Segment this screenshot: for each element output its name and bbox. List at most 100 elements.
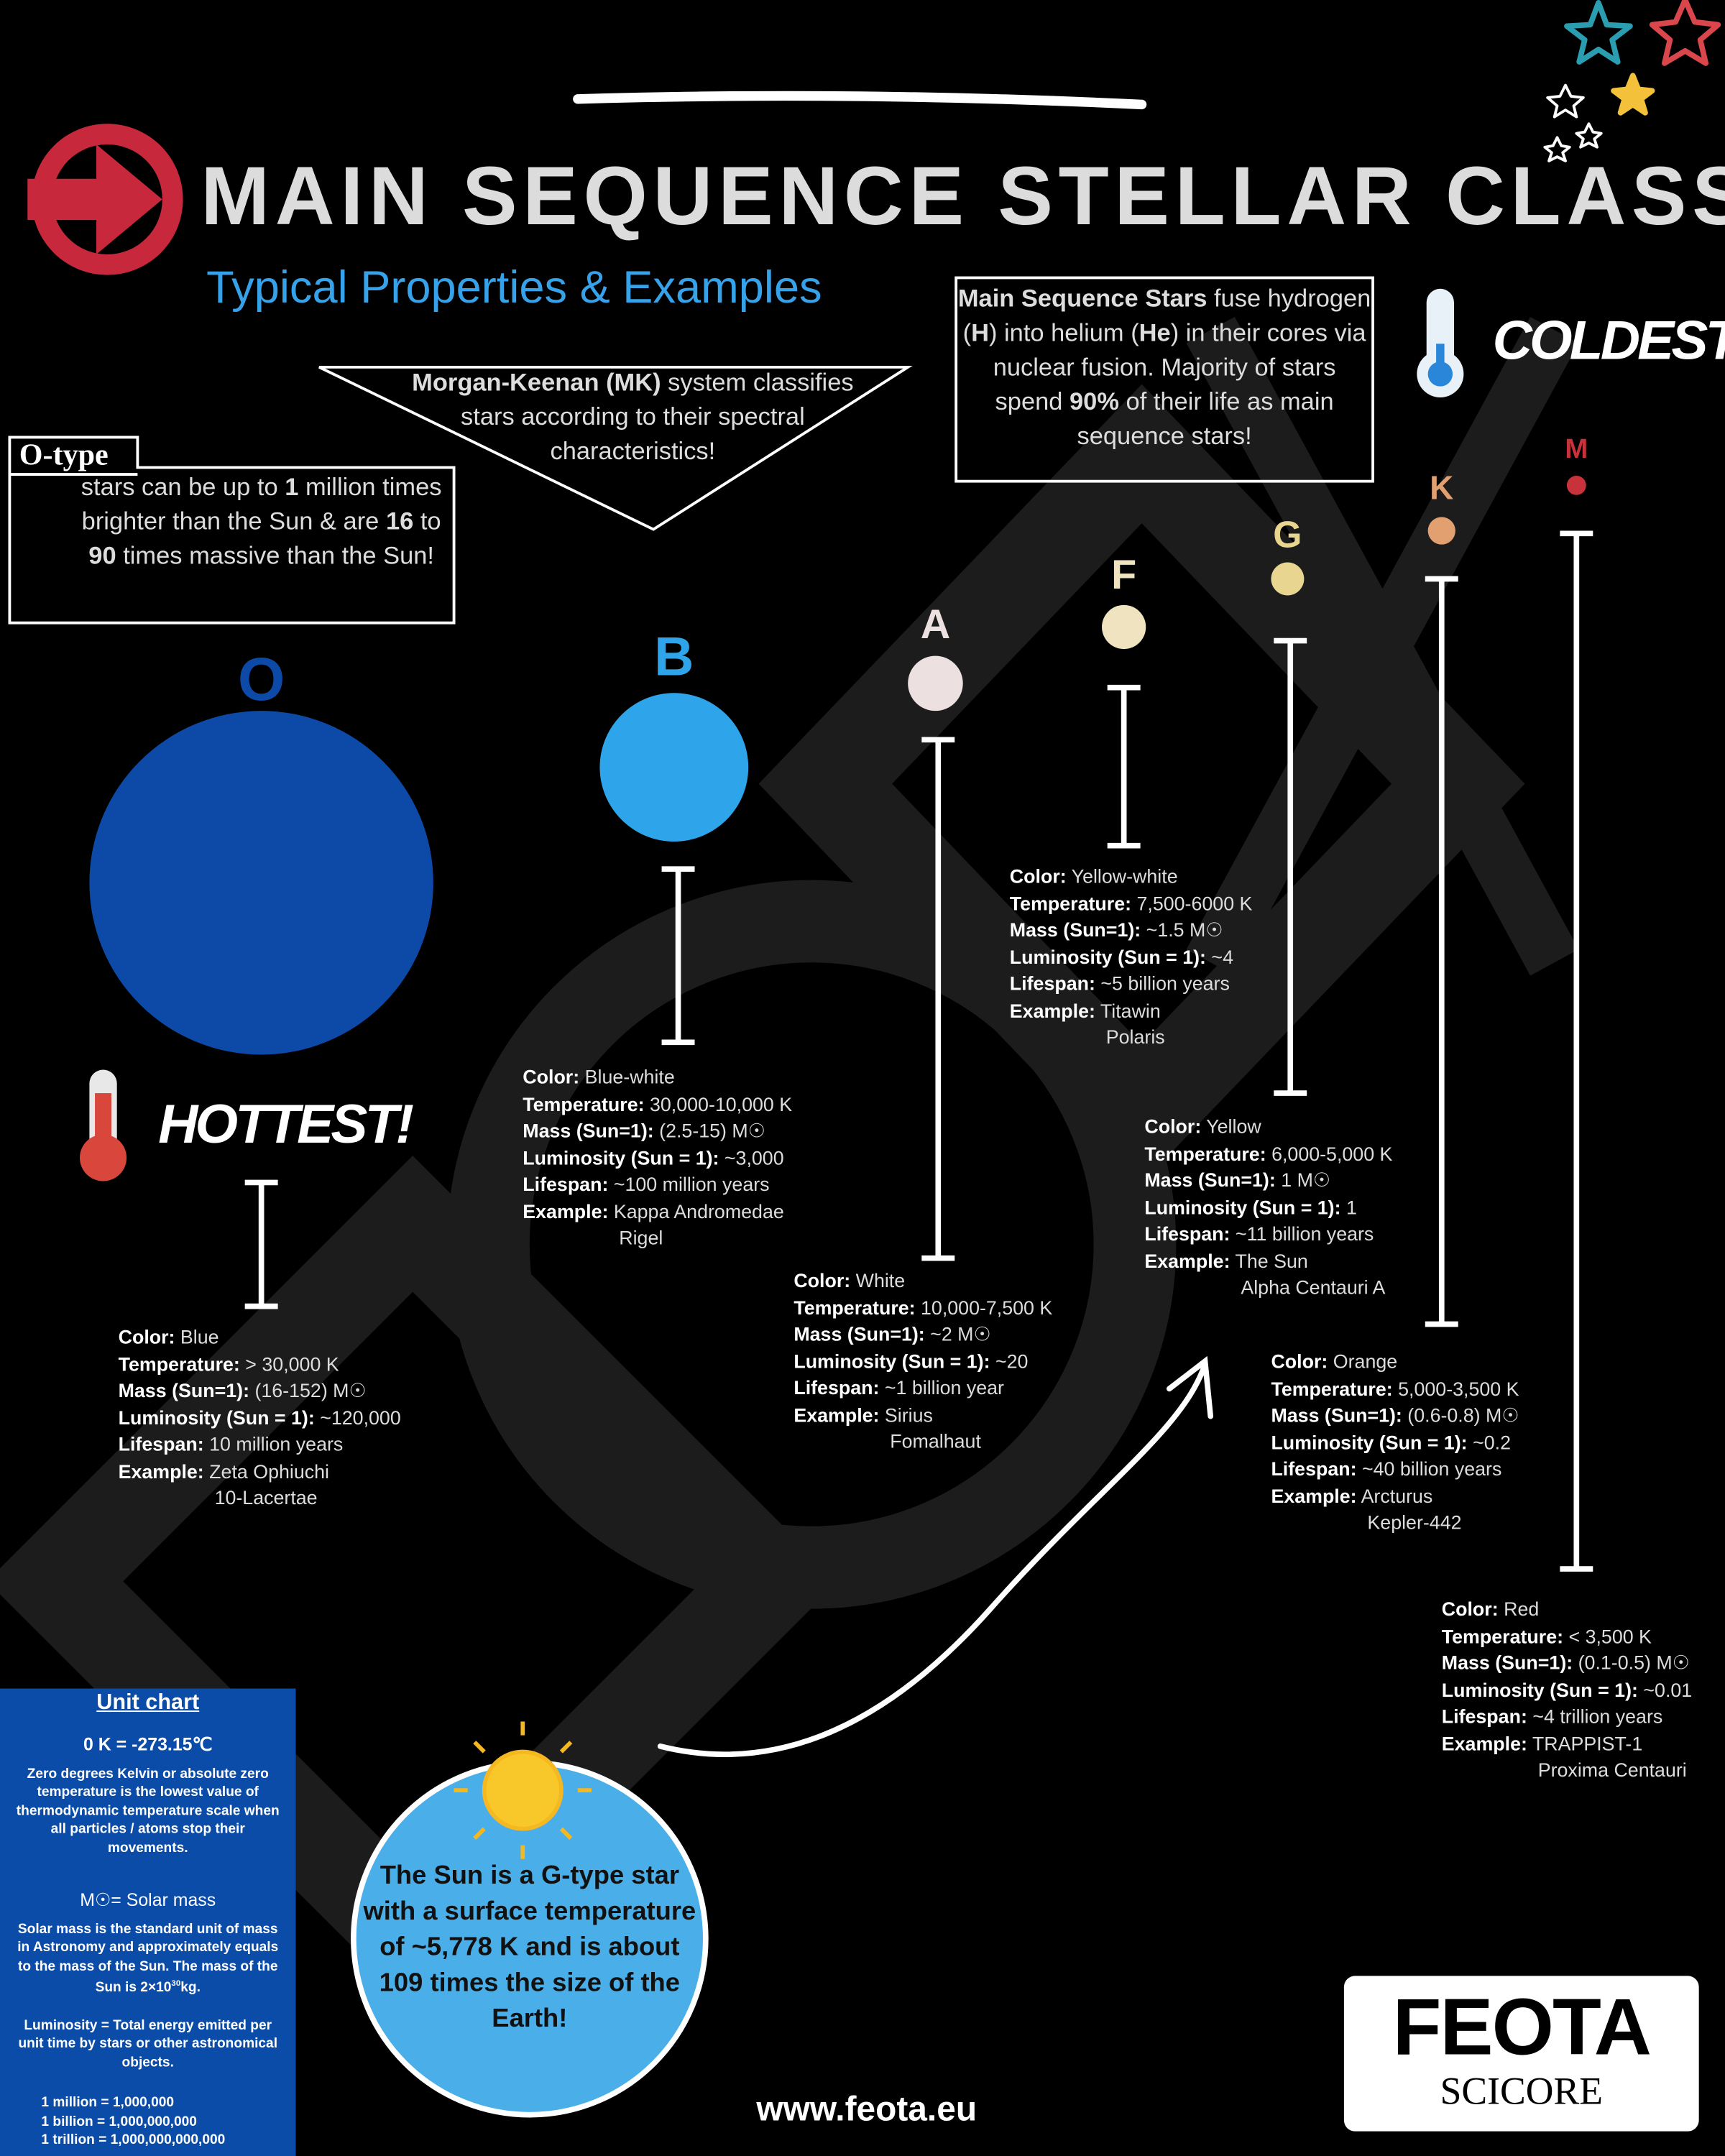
sun-arrow — [657, 1355, 1214, 1758]
info-line: Polaris — [1010, 1024, 1253, 1051]
unit-number: 1 trillion = 1,000,000,000,000 — [41, 2133, 226, 2149]
info-label: Luminosity (Sun = 1): — [1009, 945, 1206, 968]
info-label: Example: — [1441, 1731, 1527, 1754]
otype-box — [8, 436, 456, 625]
info-value: 10 million years — [209, 1432, 344, 1455]
info-label: Mass (Sun=1): — [1271, 1404, 1402, 1427]
info-label: Luminosity (Sun = 1): — [118, 1406, 315, 1428]
info-label: Lifespan: — [118, 1432, 204, 1455]
info-value: 7,500-6000 K — [1136, 891, 1253, 914]
mk-text: system classifies stars according to the… — [461, 368, 854, 465]
info-line: Fomalhaut — [794, 1429, 1052, 1455]
website[interactable]: www.feota.eu — [756, 2090, 978, 2129]
info-line: Color: Orange — [1271, 1349, 1519, 1376]
info-line: Rigel — [523, 1225, 792, 1252]
star-circle — [1271, 562, 1305, 596]
info-line: Example: The Sun — [1144, 1248, 1392, 1274]
otype-text: to — [413, 507, 441, 535]
info-line: Mass (Sun=1): 1 M☉ — [1144, 1167, 1392, 1194]
info-value: White — [855, 1268, 906, 1291]
unit-text: Solar mass is the standard unit of mass … — [14, 1920, 282, 1998]
info-label: Temperature: — [118, 1352, 240, 1375]
info-line: Luminosity (Sun = 1): ~0.01 — [1442, 1677, 1692, 1703]
star-class: M — [1565, 434, 1588, 465]
info-value: 30,000-10,000 K — [649, 1092, 793, 1115]
info-example: 10-Lacertae — [214, 1486, 318, 1508]
star-circle — [89, 711, 433, 1055]
star-circle — [1427, 517, 1455, 545]
info-line: Lifespan: ~5 billion years — [1010, 971, 1253, 998]
info-label: Mass (Sun=1): — [523, 1119, 654, 1142]
info-line: Temperature: 7,500-6000 K — [1010, 890, 1253, 917]
info-line: Color: Yellow-white — [1010, 864, 1253, 890]
info-value: Orange — [1333, 1350, 1398, 1373]
info-value: ~120,000 — [320, 1406, 401, 1428]
unit-number: 1 billion = 1,000,000,000 — [41, 2114, 197, 2130]
stars — [89, 476, 1593, 1572]
decor-stars — [1543, 0, 1721, 162]
info-line: Lifespan: ~40 billion years — [1271, 1456, 1519, 1483]
info-label: Lifespan: — [1009, 972, 1095, 995]
brush-line — [573, 91, 1147, 110]
info-value: < 3,500 K — [1568, 1624, 1652, 1647]
star-class: G — [1273, 514, 1302, 556]
info-line: Luminosity (Sun = 1): ~20 — [794, 1348, 1052, 1375]
subtitle: Typical Properties & Examples — [206, 261, 822, 313]
star-info: Color: Yellow-white Temperature: 7,500-60… — [1010, 864, 1253, 1051]
info-example: Kepler-442 — [1367, 1511, 1462, 1534]
info-example: Zeta Ophiuchi — [209, 1459, 330, 1482]
star-class: B — [654, 627, 694, 688]
hot-thermometer — [80, 1069, 127, 1181]
info-value: ~20 — [995, 1349, 1029, 1372]
info-value: (0.1-0.5) M☉ — [1578, 1651, 1690, 1674]
info-line: Luminosity (Sun = 1): 1 — [1144, 1194, 1392, 1221]
info-line: Mass (Sun=1): (2.5-15) M☉ — [523, 1118, 792, 1145]
star-circle — [599, 693, 749, 842]
info-line: Example: Zeta Ophiuchi — [119, 1458, 401, 1485]
info-label: Color: — [1271, 1350, 1328, 1373]
info-value: ~0.2 — [1473, 1430, 1511, 1453]
range-bar — [661, 866, 695, 1046]
hottest: HOTTEST! — [158, 1094, 414, 1156]
info-label: Lifespan: — [1144, 1222, 1230, 1245]
info-line: Lifespan: ~1 billion year — [794, 1375, 1052, 1401]
unit-number: 1 million = 1,000,000 — [41, 2096, 175, 2111]
star-circle — [908, 655, 963, 711]
info-example: Sirius — [884, 1403, 933, 1426]
star-circle — [1102, 604, 1146, 650]
logo-name: FEOTA — [1392, 1982, 1652, 2073]
info-line: Example: Titawin — [1010, 998, 1253, 1024]
range-bar — [1274, 637, 1307, 1096]
mk-strong: Morgan-Keenan (MK) — [412, 368, 661, 397]
info-value: Blue — [180, 1325, 219, 1348]
ms-strong: H — [971, 318, 989, 347]
info-example: Arcturus — [1361, 1484, 1433, 1507]
arrow-icon — [27, 124, 183, 275]
info-label: Lifespan: — [523, 1173, 609, 1195]
info-label: Luminosity (Sun = 1): — [523, 1146, 719, 1169]
info-value: 6,000-5,000 K — [1271, 1141, 1393, 1164]
info-example: TRAPPIST-1 — [1532, 1731, 1643, 1754]
otype-strong: 90 — [88, 541, 116, 570]
info-line: Mass (Sun=1): ~2 M☉ — [794, 1322, 1052, 1348]
ms-text: fuse hydrogen ( — [962, 285, 1371, 347]
info-value: Red — [1504, 1598, 1540, 1620]
ms-strong: Main Sequence Stars — [957, 285, 1208, 313]
logo-sub: SCICORE — [1440, 2070, 1603, 2114]
unit-numbers: 1 million = 1,000,000 1 billion = 1,000,… — [41, 2095, 295, 2150]
unit-title: Unit chart — [96, 1691, 200, 1715]
info-label: Color: — [1441, 1598, 1499, 1620]
info-line: Color: Red — [1442, 1596, 1692, 1623]
title: MAIN SEQUENCE STELLAR CLASSES — [201, 149, 1725, 242]
info-line: Color: Yellow — [1144, 1114, 1392, 1141]
info-line: Lifespan: ~4 trillion years — [1442, 1704, 1692, 1731]
info-label: Mass (Sun=1): — [118, 1379, 250, 1401]
info-label: Color: — [1009, 865, 1067, 888]
otype-text: stars can be up to — [80, 473, 285, 501]
info-value: ~2 M☉ — [930, 1322, 991, 1345]
ms-text: ) into helium ( — [988, 318, 1139, 347]
unit-sup: 30 — [171, 1980, 181, 1989]
star-info: Color: Blue-white Temperature: 30,000-10,… — [523, 1064, 792, 1252]
unit-solar-mass: M☉= Solar mass — [80, 1889, 216, 1910]
